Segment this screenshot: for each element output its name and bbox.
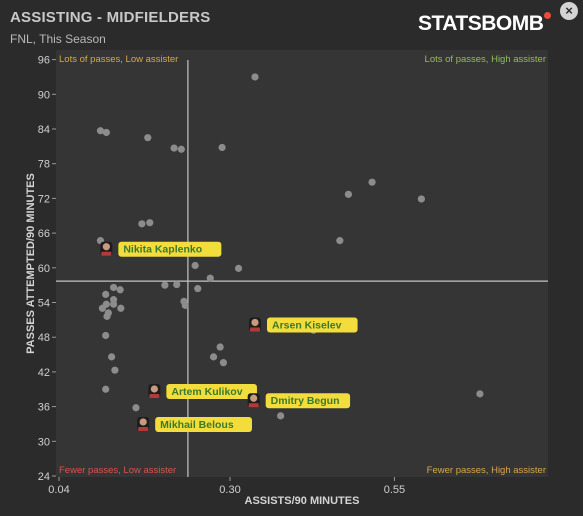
data-point xyxy=(109,300,118,308)
player-avatar-face xyxy=(102,243,110,251)
data-point xyxy=(132,404,140,412)
data-point xyxy=(102,385,110,393)
player-avatar-shirt xyxy=(101,251,112,256)
y-tick-label: 78 xyxy=(38,159,50,171)
player-label-box xyxy=(265,393,351,409)
data-point xyxy=(209,353,218,361)
data-point xyxy=(277,412,285,420)
data-point xyxy=(116,286,124,294)
data-point xyxy=(368,178,376,186)
data-point xyxy=(102,331,110,340)
data-point xyxy=(206,274,214,282)
y-tick-label: 66 xyxy=(38,228,50,240)
player-avatar-shirt xyxy=(249,327,260,332)
plot-area xyxy=(56,50,548,477)
chart-title: ASSISTING - MIDFIELDERS xyxy=(10,9,211,26)
player-label: Dmitry Begun xyxy=(271,395,340,407)
data-point xyxy=(111,366,119,374)
player-label: Nikita Kaplenko xyxy=(123,244,202,256)
player-avatar-face xyxy=(251,318,259,327)
player-label-box xyxy=(166,383,257,399)
x-tick-label: 0.04 xyxy=(48,484,69,496)
chart-subtitle: FNL, This Season xyxy=(10,32,106,46)
y-axis-label: PASSES ATTEMPTED/90 MINUTES xyxy=(25,173,37,354)
x-tick-label: 0.55 xyxy=(384,484,405,496)
data-point xyxy=(109,283,118,292)
x-axis-label: ASSISTS/90 MINUTES xyxy=(245,495,360,507)
data-point xyxy=(218,143,226,152)
quadrant-label-top-left: Lots of passes, Low assister xyxy=(59,54,178,65)
y-tick-label: 54 xyxy=(38,298,50,310)
y-tick-label: 72 xyxy=(38,193,50,205)
data-point xyxy=(177,145,185,153)
y-tick-label: 60 xyxy=(38,263,50,275)
data-point xyxy=(108,353,116,361)
y-tick-label: 48 xyxy=(38,332,50,344)
data-point xyxy=(170,144,178,152)
data-point xyxy=(117,304,125,312)
y-tick-label: 84 xyxy=(38,124,50,136)
brand-text: STATSBOMB xyxy=(418,12,544,35)
player-avatar-shirt xyxy=(138,426,149,431)
player-label-box xyxy=(118,241,222,257)
close-button[interactable]: × xyxy=(560,2,578,20)
data-point xyxy=(219,359,228,367)
quadrant-label-bottom-right: Fewer passes, High assister xyxy=(427,465,546,476)
x-tick-label: 0.30 xyxy=(219,484,240,496)
y-tick-label: 96 xyxy=(38,55,50,67)
brand-logo: STATSBOMB xyxy=(418,12,552,36)
data-point xyxy=(234,264,243,272)
y-tick-label: 42 xyxy=(38,367,50,379)
data-point xyxy=(251,73,259,81)
player-label: Artem Kulikov xyxy=(171,386,242,398)
y-tick-label: 24 xyxy=(38,471,50,483)
data-point xyxy=(191,261,199,270)
data-point xyxy=(96,127,105,135)
player-avatar-face xyxy=(150,385,158,393)
data-point xyxy=(161,281,169,289)
data-point xyxy=(102,128,110,137)
player-label: Mikhail Belous xyxy=(160,419,234,431)
data-point xyxy=(173,280,181,289)
data-point xyxy=(336,237,344,245)
y-tick-label: 36 xyxy=(38,402,50,414)
data-point xyxy=(146,219,154,227)
data-point xyxy=(98,304,107,312)
player-avatar-face xyxy=(139,418,147,426)
data-point xyxy=(417,195,425,203)
data-point xyxy=(103,312,111,320)
data-point xyxy=(144,134,152,142)
y-tick-label: 90 xyxy=(38,89,50,101)
player-label-box xyxy=(266,317,358,333)
player-label-box xyxy=(155,416,252,432)
data-point xyxy=(476,390,484,398)
player-avatar-face xyxy=(250,394,258,402)
data-point xyxy=(216,343,224,351)
data-point xyxy=(102,290,110,299)
player-avatar-shirt xyxy=(248,403,259,408)
data-point xyxy=(138,220,146,228)
data-point xyxy=(181,301,189,309)
quadrant-label-top-right: Lots of passes, High assister xyxy=(425,54,546,65)
data-point xyxy=(194,285,202,293)
player-avatar-shirt xyxy=(149,393,160,398)
quadrant-label-bottom-left: Fewer passes, Low assister xyxy=(59,465,176,476)
brand-dot-icon xyxy=(544,12,552,19)
data-point xyxy=(344,190,352,198)
y-tick-label: 30 xyxy=(38,436,50,448)
player-label: Arsen Kiselev xyxy=(272,319,342,331)
